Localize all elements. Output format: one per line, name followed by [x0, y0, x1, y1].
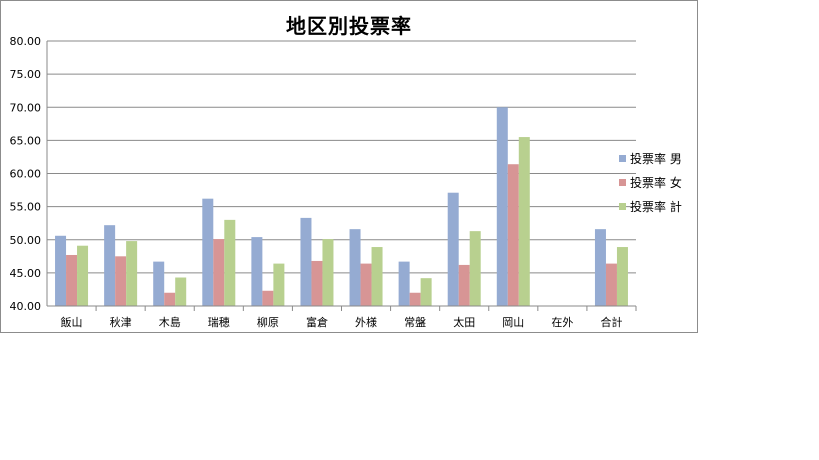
bar [213, 239, 225, 306]
bar [224, 219, 236, 306]
y-tick-label: 55.00 [10, 201, 42, 214]
bar [164, 292, 176, 306]
axes [46, 41, 637, 311]
bar [251, 237, 263, 306]
y-tick-label: 40.00 [10, 300, 42, 313]
bar [409, 292, 421, 306]
x-tick-label: 岡山 [502, 316, 524, 329]
bars [55, 107, 628, 306]
bar [55, 235, 67, 306]
bar [322, 239, 334, 306]
bar [616, 247, 628, 306]
y-axis-ticks: 40.00 45.00 50.00 55.00 60.00 65.00 70.00 75.00… [10, 35, 42, 313]
x-tick-label: 秋津 [110, 315, 132, 329]
bar [496, 107, 508, 306]
x-tick-label: 常盤 [404, 316, 426, 329]
y-tick-label: 50.00 [10, 234, 42, 247]
bar [447, 192, 459, 306]
bar [469, 231, 481, 306]
x-axis-ticks: 飯山 秋津 木島 瑞穂 柳原 富倉 外様 常盤 太田 岡山 在外 合計 [61, 315, 623, 329]
bar [115, 256, 127, 306]
bar [126, 241, 138, 306]
legend-swatch [619, 155, 626, 162]
bar [311, 260, 323, 306]
x-tick-label: 合計 [600, 315, 622, 329]
legend-label: 投票率 男 [630, 151, 682, 166]
bar [371, 247, 383, 306]
y-tick-label: 75.00 [10, 68, 42, 81]
bar [349, 229, 361, 306]
x-tick-label: 太田 [453, 316, 475, 329]
bar [66, 254, 78, 306]
x-tick-label: 外様 [355, 315, 377, 329]
y-tick-label: 60.00 [10, 168, 42, 181]
x-tick-label: 瑞穂 [208, 315, 230, 329]
bar [104, 225, 116, 306]
x-tick-label: 柳原 [257, 315, 279, 329]
bar [262, 290, 274, 306]
bar [518, 137, 530, 306]
y-tick-label: 80.00 [10, 35, 42, 48]
bar [507, 164, 519, 306]
x-tick-label: 木島 [159, 315, 181, 329]
bar [398, 261, 410, 306]
bar [594, 229, 606, 306]
legend-swatch [619, 203, 626, 210]
legend-label: 投票率 計 [630, 199, 682, 214]
bar [360, 263, 372, 306]
y-tick-label: 70.00 [10, 101, 42, 114]
bar [175, 277, 187, 306]
chart-title: 地区別投票率 [286, 14, 412, 38]
x-tick-label: 富倉 [306, 315, 328, 329]
x-tick-label: 在外 [551, 316, 573, 329]
bar [153, 261, 165, 306]
bar [458, 264, 470, 306]
x-tick-label: 飯山 [61, 315, 83, 329]
bar [300, 217, 312, 306]
legend-label: 投票率 女 [630, 175, 682, 190]
bar [202, 198, 214, 306]
bar [273, 263, 285, 306]
bar [77, 245, 89, 306]
y-tick-label: 65.00 [10, 134, 42, 147]
gridlines [47, 40, 636, 274]
bar [605, 263, 617, 306]
legend-swatch [619, 179, 626, 186]
bar [420, 278, 432, 306]
y-tick-label: 45.00 [10, 267, 42, 280]
